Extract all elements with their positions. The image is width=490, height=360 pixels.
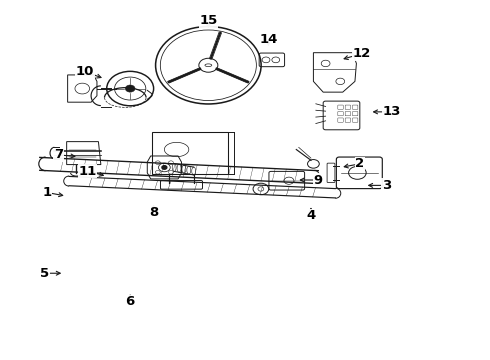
Circle shape bbox=[125, 85, 135, 92]
Text: 7: 7 bbox=[54, 148, 63, 161]
Text: 15: 15 bbox=[199, 14, 218, 27]
Text: 13: 13 bbox=[382, 105, 401, 118]
Text: 12: 12 bbox=[352, 47, 370, 60]
Text: 4: 4 bbox=[306, 210, 316, 222]
Text: 2: 2 bbox=[355, 157, 365, 170]
Text: 10: 10 bbox=[76, 65, 95, 78]
Text: 11: 11 bbox=[78, 165, 97, 177]
Text: 14: 14 bbox=[259, 33, 278, 46]
Text: 3: 3 bbox=[382, 179, 392, 192]
Text: 8: 8 bbox=[149, 206, 158, 219]
Text: 9: 9 bbox=[314, 174, 323, 186]
Circle shape bbox=[162, 166, 167, 169]
Text: 1: 1 bbox=[43, 186, 51, 199]
Text: 6: 6 bbox=[125, 296, 135, 309]
Text: 5: 5 bbox=[40, 267, 49, 280]
